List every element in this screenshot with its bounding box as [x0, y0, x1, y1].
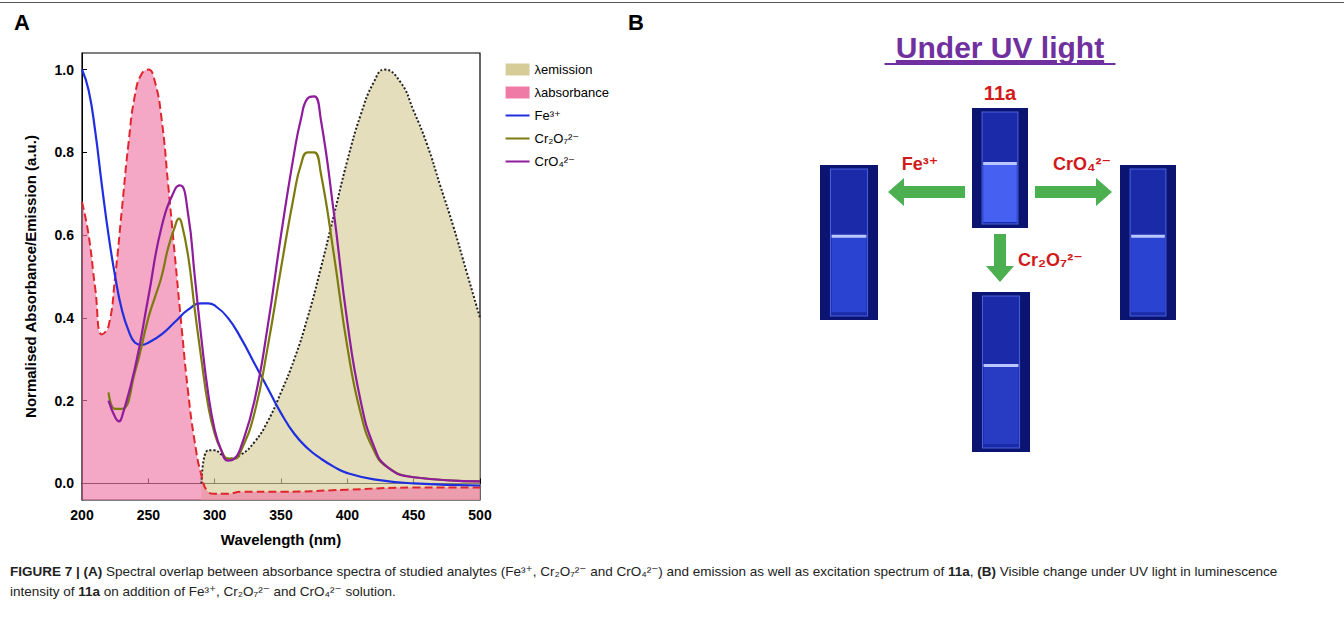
svg-text:1.0: 1.0	[55, 62, 75, 78]
svg-text:0.0: 0.0	[55, 475, 75, 491]
svg-text:11a: 11a	[984, 82, 1017, 104]
svg-text:450: 450	[402, 507, 426, 523]
svg-text:Fe³⁺: Fe³⁺	[902, 154, 939, 174]
svg-text:λemission: λemission	[535, 62, 593, 77]
html-text:FIGURE 7 | (A) Spectral overla: FIGURE 7 | (A) Spectral overlap between …	[10, 564, 1278, 599]
svg-text:λabsorbance: λabsorbance	[535, 85, 609, 100]
svg-text:Under UV light: Under UV light	[896, 31, 1104, 64]
svg-text:Cr₂O₇²⁻: Cr₂O₇²⁻	[535, 131, 580, 146]
svg-text:300: 300	[203, 507, 227, 523]
svg-text:Normalised Absorbance/Emission: Normalised Absorbance/Emission (a.u.)	[22, 135, 39, 418]
svg-text:Wavelength (nm): Wavelength (nm)	[221, 531, 341, 548]
svg-text:0.4: 0.4	[55, 310, 75, 326]
svg-text:350: 350	[269, 507, 293, 523]
svg-text:Fe³⁺: Fe³⁺	[535, 108, 561, 123]
svg-text:Cr₂O₇²⁻: Cr₂O₇²⁻	[1018, 250, 1083, 270]
svg-text:200: 200	[70, 507, 94, 523]
svg-text:CrO₄²⁻: CrO₄²⁻	[1053, 154, 1111, 174]
svg-text:0.2: 0.2	[55, 393, 75, 409]
svg-text:400: 400	[336, 507, 360, 523]
svg-text:0.8: 0.8	[55, 144, 75, 160]
svg-text:0.6: 0.6	[55, 227, 75, 243]
html-text:A: A	[14, 10, 30, 35]
svg-text:CrO₄²⁻: CrO₄²⁻	[535, 154, 575, 169]
svg-text:500: 500	[468, 507, 492, 523]
html-text:B: B	[628, 10, 644, 35]
svg-text:250: 250	[137, 507, 161, 523]
